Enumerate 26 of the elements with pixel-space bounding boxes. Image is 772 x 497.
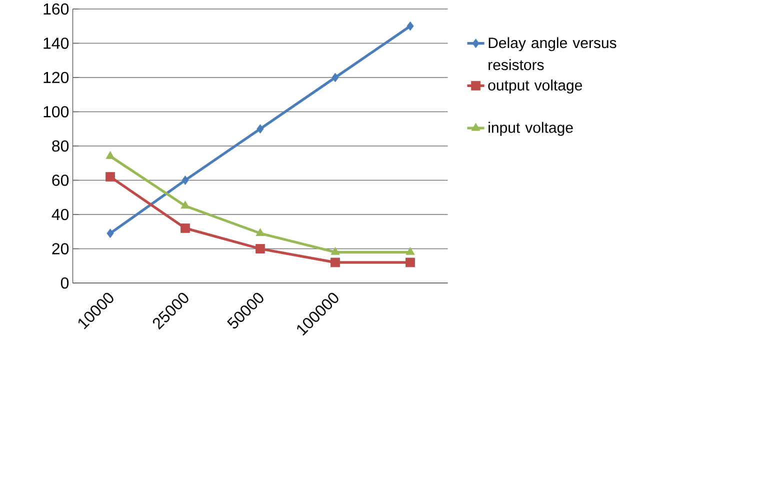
point xyxy=(106,172,115,182)
y-tick-label: 160 xyxy=(44,3,69,15)
point xyxy=(256,228,265,236)
point xyxy=(330,246,340,255)
point xyxy=(180,200,190,209)
y-tick-label: 40 xyxy=(52,208,69,220)
point xyxy=(256,244,265,254)
point xyxy=(332,72,339,82)
y-tick-label: 60 xyxy=(52,174,69,186)
y-tick-label: 100 xyxy=(44,106,69,118)
point xyxy=(106,228,114,238)
y-tick-label: 140 xyxy=(44,38,69,49)
point xyxy=(256,124,264,134)
point xyxy=(182,176,189,185)
legend-label: output voltage xyxy=(488,80,582,94)
point xyxy=(180,223,190,233)
y-tick-label: 0 xyxy=(60,277,69,289)
point xyxy=(406,258,415,268)
point xyxy=(330,258,340,268)
y-tick-label: 120 xyxy=(44,72,69,84)
point xyxy=(106,151,115,159)
legend-label: input voltage xyxy=(488,122,573,136)
point xyxy=(406,21,414,31)
y-tick-label: 20 xyxy=(52,243,69,254)
point xyxy=(406,246,415,255)
y-tick-label: 80 xyxy=(52,140,69,152)
